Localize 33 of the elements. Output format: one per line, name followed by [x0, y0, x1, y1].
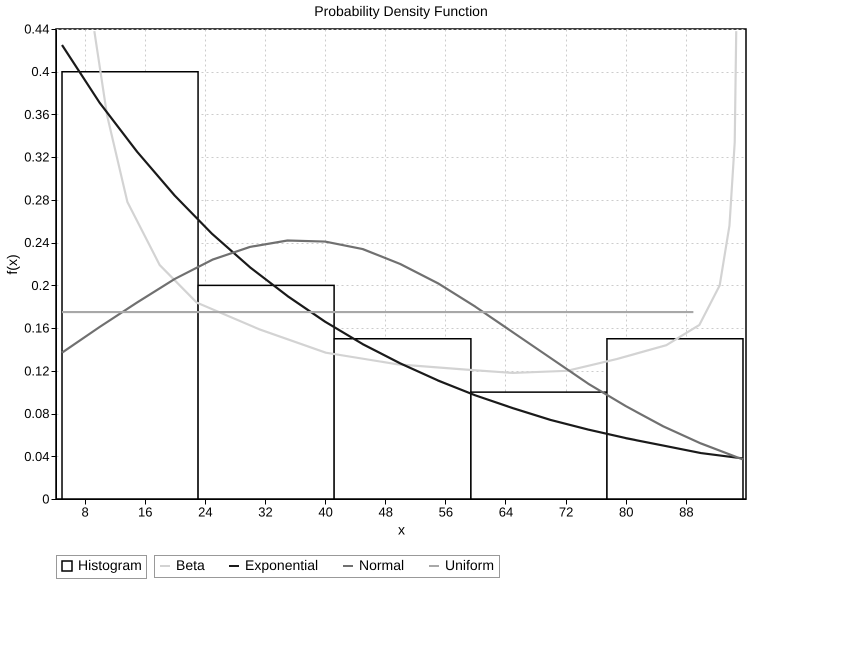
- y-tick-label: 0.08: [24, 406, 50, 422]
- x-tick-label: 80: [619, 504, 634, 520]
- x-tick-label: 72: [558, 504, 574, 520]
- y-tick-label: 0: [42, 492, 50, 506]
- x-tick-label: 64: [498, 504, 514, 520]
- y-axis-title: f(x): [4, 254, 20, 275]
- line-series: [60, 239, 744, 461]
- x-tick-label: 32: [258, 504, 273, 520]
- y-tick-label: 0.28: [24, 192, 50, 208]
- y-tick-label: 0.4: [31, 64, 50, 80]
- y-tick-label: 0.24: [24, 235, 50, 250]
- chart-title: Probability Density Function: [314, 3, 488, 19]
- x-tick-label: 40: [318, 504, 333, 520]
- line-series: [60, 44, 744, 460]
- x-tick-label: 24: [198, 504, 213, 520]
- legend-label: Normal: [359, 557, 404, 573]
- y-tick-label: 0.36: [24, 106, 50, 122]
- x-tick-label: 56: [438, 504, 454, 520]
- y-tick-label: 0.04: [24, 448, 50, 464]
- x-axis-title: x: [398, 522, 405, 538]
- legend-label: Uniform: [445, 557, 494, 573]
- legend-label: Beta: [176, 557, 206, 573]
- y-tick-label: 0.44: [24, 22, 50, 36]
- x-tick-label: 48: [378, 504, 393, 520]
- legend-label: Histogram: [78, 557, 142, 573]
- x-tick-label: 88: [679, 504, 694, 520]
- y-tick-label: 0.12: [24, 363, 50, 378]
- x-tick-label: 16: [138, 504, 152, 520]
- y-tick-label: 0.32: [24, 150, 50, 165]
- y-tick-label: 0.2: [31, 278, 50, 293]
- x-tick-label: 8: [81, 504, 89, 520]
- y-tick-label: 0.16: [24, 320, 50, 336]
- legend-label: Exponential: [245, 557, 318, 573]
